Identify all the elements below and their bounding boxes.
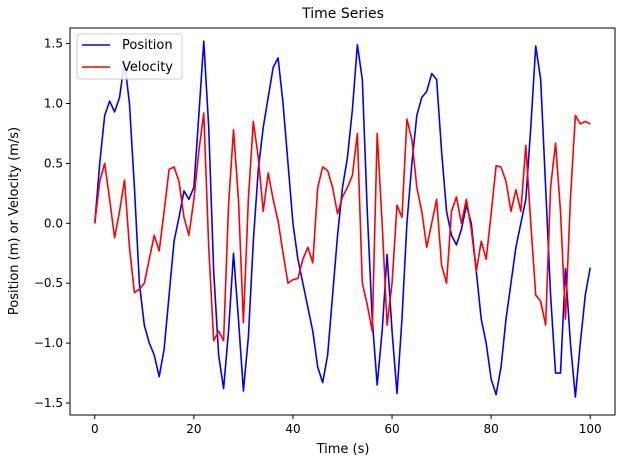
y-tick-label: −1.5: [34, 396, 63, 410]
y-tick-label: −1.0: [34, 336, 63, 350]
y-tick-label: 0.0: [44, 216, 63, 230]
series-line-velocity: [93, 112, 591, 342]
y-axis-ticks: −1.5 −1.0 −0.5 0.0 0.5 1.0 1.5: [34, 37, 70, 410]
x-axis-label: Time (s): [316, 442, 370, 457]
legend-label-position: Position: [122, 38, 173, 53]
y-tick-label: −0.5: [34, 276, 63, 290]
x-axis-ticks: 0 20 40 60 80 100: [91, 415, 602, 436]
x-tick-label: 20: [186, 422, 201, 436]
y-tick-label: 1.0: [44, 96, 63, 110]
x-tick-label: 40: [285, 422, 300, 436]
x-tick-label: 80: [483, 422, 498, 436]
x-tick-label: 60: [384, 422, 399, 436]
y-axis-label: Position (m) or Velocity (m/s): [7, 127, 22, 315]
x-tick-label: 100: [579, 422, 602, 436]
plot-frame: [69, 27, 616, 416]
legend-label-velocity: Velocity: [122, 60, 173, 75]
plot-area: [93, 40, 592, 398]
chart-title: Time Series: [301, 6, 384, 22]
y-tick-label: 1.5: [44, 37, 63, 51]
x-tick-label: 0: [91, 422, 99, 436]
y-tick-label: 0.5: [44, 156, 63, 170]
legend: Position Velocity: [76, 33, 183, 80]
series-line-position: [93, 40, 592, 398]
